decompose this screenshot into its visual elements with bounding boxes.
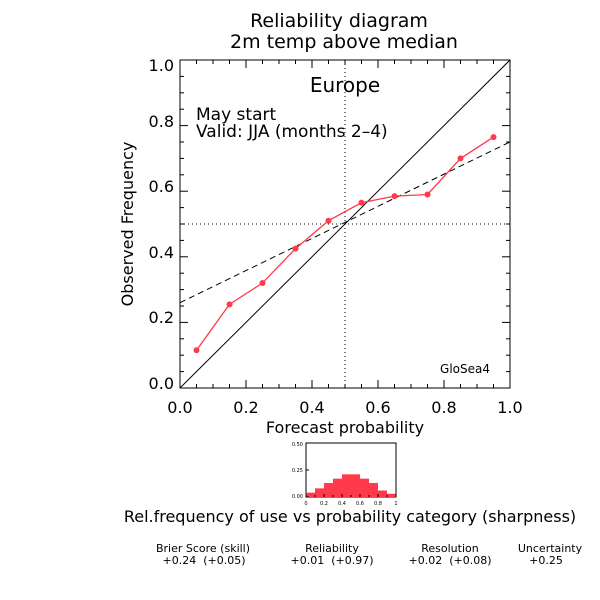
data-point xyxy=(226,301,233,308)
histogram-bar xyxy=(369,482,378,497)
reliability-label: Reliability xyxy=(305,542,359,555)
data-point xyxy=(193,347,200,354)
y-tick-label: 0.8 xyxy=(149,112,174,131)
reliability-value: +0.01 (+0.97) xyxy=(291,554,374,567)
uncertainty-value: +0.25 xyxy=(529,554,563,567)
data-point xyxy=(358,199,365,206)
x-tick-label: 1.0 xyxy=(497,398,522,417)
x-tick-label: 0.8 xyxy=(431,398,456,417)
inset-x-tick-label: 0.2 xyxy=(320,501,328,507)
inset-y-tick-label: 0.00 xyxy=(292,494,303,500)
inset-x-tick-label: 0.8 xyxy=(374,501,382,507)
sharpness-histogram xyxy=(306,474,396,497)
valid-period-label: Valid: JJA (months 2–4) xyxy=(196,122,388,142)
data-point xyxy=(325,217,332,224)
data-point xyxy=(259,280,266,287)
brier-score-label: Brier Score (skill) xyxy=(156,542,250,555)
histogram-bar xyxy=(378,490,387,497)
region-label: Europe xyxy=(310,73,380,97)
sharpness-caption: Rel.frequency of use vs probability cate… xyxy=(124,507,576,526)
inset-y-tick-labels: 0.00 0.25 0.50 xyxy=(292,442,303,500)
inset-x-tick-label: 0 xyxy=(304,501,307,507)
x-axis-label: Forecast probability xyxy=(266,418,424,437)
inset-x-tick-label: 0.4 xyxy=(338,501,346,507)
data-point xyxy=(292,245,299,252)
brier-score-value: +0.24 (+0.05) xyxy=(163,554,246,567)
inset-x-tick-labels: 0 0.2 0.4 0.6 0.8 1 xyxy=(304,501,397,507)
x-tick-label: 0.0 xyxy=(167,398,192,417)
data-point xyxy=(457,155,464,162)
reference-lines xyxy=(179,59,511,389)
histogram-bar xyxy=(360,478,369,497)
histogram-bar xyxy=(306,492,315,497)
x-tick-labels: 0.0 0.2 0.4 0.6 0.8 1.0 xyxy=(167,398,522,417)
inset-axis-ticks xyxy=(305,442,397,498)
uncertainty-label: Uncertainty xyxy=(518,542,583,555)
model-label: GloSea4 xyxy=(440,362,490,376)
fit-reference-line xyxy=(179,141,511,304)
data-point xyxy=(424,191,431,198)
score-table: Brier Score (skill) +0.24 (+0.05) Reliab… xyxy=(156,542,583,567)
x-tick-label: 0.6 xyxy=(365,398,390,417)
inset-x-tick-label: 1 xyxy=(394,501,397,507)
chart-title: Reliability diagram xyxy=(250,10,428,32)
histogram-bar xyxy=(333,478,342,497)
histogram-bar xyxy=(315,488,324,497)
inset-y-tick-label: 0.50 xyxy=(292,442,303,448)
y-tick-labels: 0.0 0.2 0.4 0.6 0.8 1.0 xyxy=(149,56,174,393)
y-tick-label: 0.4 xyxy=(149,243,174,262)
data-point xyxy=(490,134,497,141)
y-tick-label: 0.0 xyxy=(149,374,174,393)
chart-subtitle: 2m temp above median xyxy=(230,31,458,53)
resolution-label: Resolution xyxy=(421,542,479,555)
resolution-value: +0.02 (+0.08) xyxy=(409,554,492,567)
start-month-label: May start xyxy=(196,105,276,125)
inset-y-tick-label: 0.25 xyxy=(292,468,303,474)
y-tick-label: 0.6 xyxy=(149,177,174,196)
y-tick-label: 0.2 xyxy=(149,308,174,327)
observed-frequency-series xyxy=(193,134,497,354)
x-tick-label: 0.2 xyxy=(233,398,258,417)
inset-x-tick-label: 0.6 xyxy=(356,501,364,507)
data-point xyxy=(391,193,398,200)
histogram-bar xyxy=(387,493,396,497)
main-axis-ticks xyxy=(179,59,511,389)
y-tick-label: 1.0 xyxy=(149,56,174,75)
histogram-bar xyxy=(324,482,333,497)
series-line xyxy=(195,136,494,351)
y-axis-label: Observed Frequency xyxy=(118,142,137,307)
histogram-bar xyxy=(351,474,360,497)
x-tick-label: 0.4 xyxy=(299,398,324,417)
histogram-bar xyxy=(342,474,351,497)
